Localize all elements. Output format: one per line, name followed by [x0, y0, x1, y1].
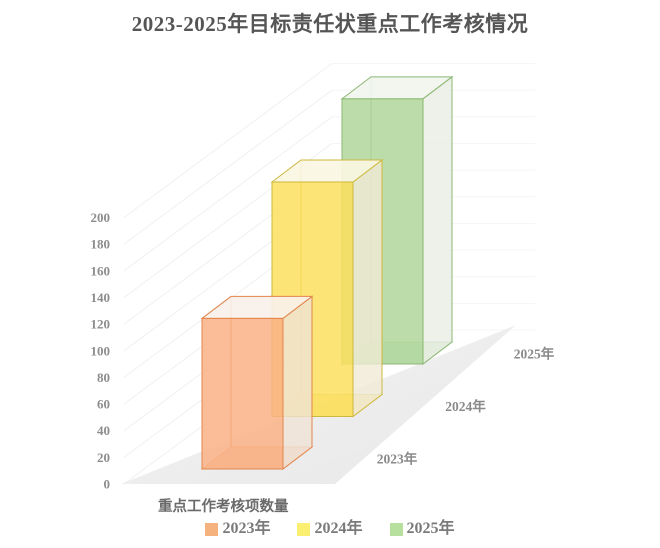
y-tick-label: 140 — [91, 290, 111, 305]
gridline-depth — [123, 63, 333, 218]
category-label-2023年: 2023年 — [377, 451, 418, 467]
y-tick-label: 160 — [91, 263, 111, 278]
category-label-2024年: 2024年 — [445, 398, 486, 414]
y-tick-label: 120 — [91, 317, 111, 332]
bar-right-face — [352, 158, 383, 418]
legend-label: 2025年 — [406, 520, 455, 537]
y-tick-label: 180 — [91, 237, 111, 252]
legend-item-2024年[interactable]: 2024年 — [297, 520, 363, 537]
legend-swatch-icon — [389, 522, 403, 536]
legend-item-2023年[interactable]: 2023年 — [205, 521, 270, 537]
bar-right-face — [422, 75, 453, 366]
category-axis-labels: 2023年 2024年 2025年 — [377, 346, 555, 467]
y-tick-label: 20 — [97, 450, 110, 465]
y-axis-tick-labels: 0 20 40 60 80 100 120 140 160 180 200 — [91, 210, 111, 492]
gridline-depth — [123, 89, 333, 245]
legend-swatch-icon — [205, 522, 219, 536]
bar-front-face — [201, 317, 284, 470]
legend: 2023年 2024年 2025年 — [0, 521, 660, 537]
y-tick-label: 60 — [97, 397, 110, 412]
y-tick-label: 0 — [104, 477, 111, 492]
y-tick-label: 40 — [97, 423, 110, 438]
gridline-depth — [123, 116, 333, 272]
y-tick-label: 80 — [97, 370, 110, 385]
chart-title: 2023-2025年目标责任状重点工作考核情况 — [131, 12, 529, 36]
legend-label: 2024年 — [314, 520, 363, 537]
category-label-2025年: 2025年 — [514, 346, 555, 362]
legend-label: 2023年 — [222, 520, 271, 537]
y-tick-label: 100 — [91, 343, 111, 358]
bar-2023年[interactable] — [200, 295, 314, 471]
x-axis-title: 重点工作考核项数量 — [158, 497, 289, 515]
legend-swatch-icon — [297, 522, 311, 536]
bars-group — [200, 75, 454, 471]
bar-right-face — [282, 295, 313, 471]
y-tick-label: 200 — [91, 210, 111, 225]
legend-item-2025年[interactable]: 2025年 — [389, 520, 455, 537]
